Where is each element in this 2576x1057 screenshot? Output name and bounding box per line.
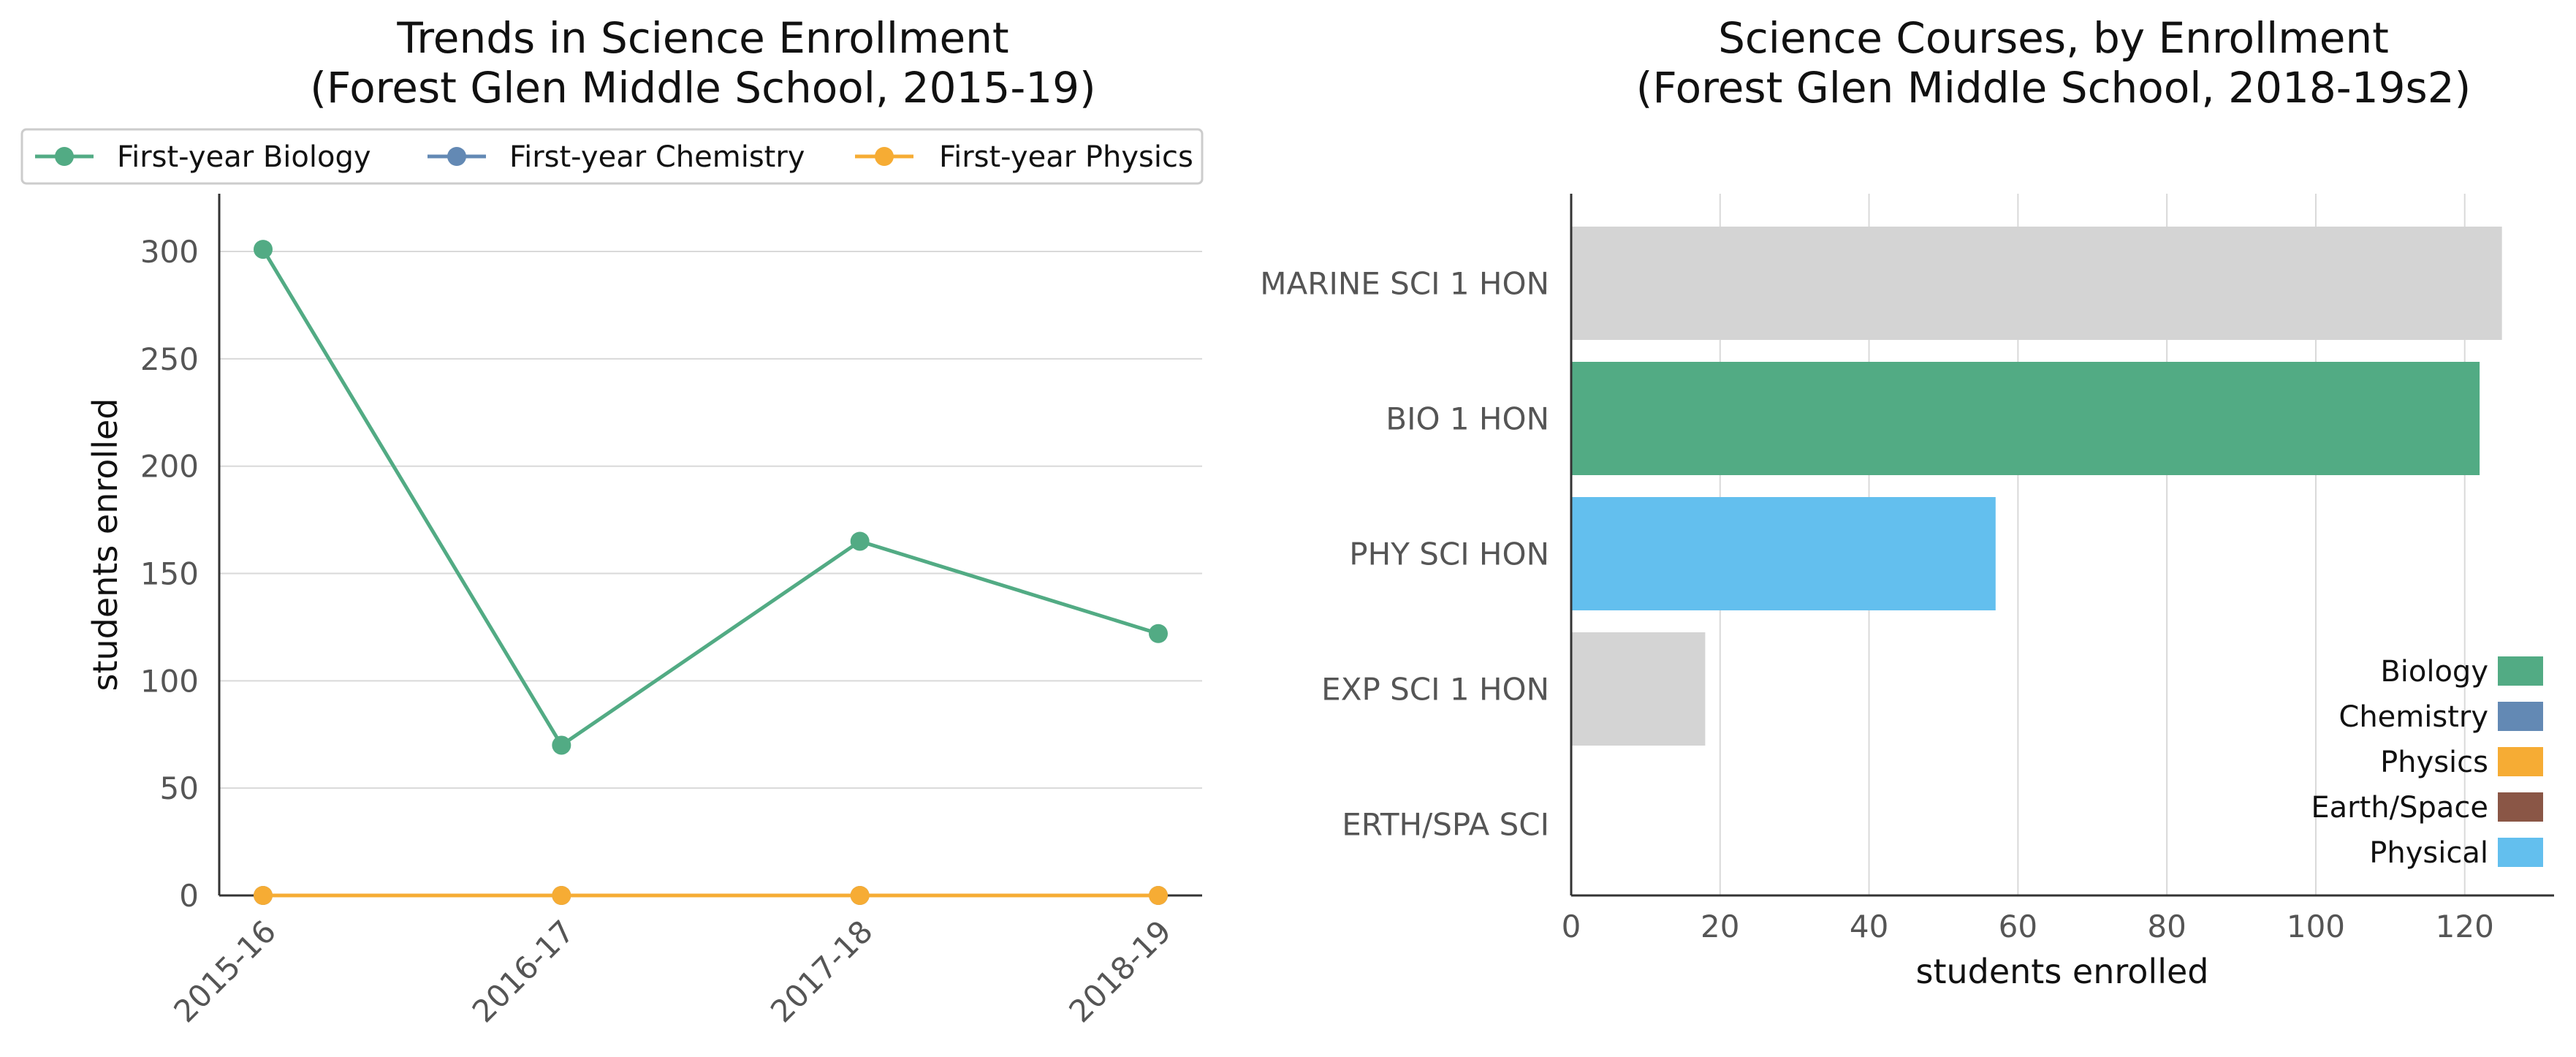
series-line: [261, 248, 1159, 749]
x-tick-label: 40: [1850, 909, 1888, 944]
legend-label: Earth/Space: [2311, 791, 2488, 825]
legend-swatch: [2498, 702, 2543, 731]
data-point: [552, 735, 571, 755]
y-tick-label: 0: [179, 878, 199, 914]
category-label: EXP SCI 1 HON: [1321, 672, 1549, 708]
y-tick-label: 50: [160, 770, 199, 806]
data-point: [254, 886, 273, 905]
x-tick-label: 2016-17: [466, 913, 582, 1029]
legend-label: Chemistry: [2338, 700, 2488, 734]
legend-label: First-year Physics: [939, 140, 1193, 174]
legend-swatch: [2498, 747, 2543, 776]
data-point: [254, 240, 273, 259]
title-line: Science Courses, by Enrollment: [1718, 13, 2389, 63]
legend: Biology Chemistry Physics Earth/Space Physic…: [2311, 655, 2543, 870]
y-tick-label: 200: [140, 449, 199, 485]
title-line: Trends in Science Enrollment: [396, 13, 1008, 63]
legend-marker: [447, 147, 466, 166]
line-chart: Trends in Science Enrollment (Forest Glen…: [20, 13, 1204, 1029]
legend: First-year Biology First-year Chemistry Fi…: [20, 128, 1204, 185]
category-label: BIO 1 HON: [1386, 401, 1549, 437]
legend-label: Biology: [2380, 655, 2488, 689]
bar: [1571, 227, 2502, 340]
title-line: (Forest Glen Middle School, 2018-19s2): [1636, 63, 2471, 113]
data-point: [850, 886, 870, 905]
x-tick-label: 120: [2436, 909, 2494, 944]
y-tick-label: 150: [140, 556, 199, 592]
y-axis-label: students enrolled: [86, 398, 125, 692]
legend-marker: [875, 147, 894, 166]
x-axis-label: students enrolled: [1916, 952, 2209, 991]
x-tick-label: 2017-18: [764, 913, 880, 1029]
chart-title: Trends in Science Enrollment (Forest Glen…: [310, 13, 1095, 113]
x-tick-label: 0: [1562, 909, 1581, 944]
legend-swatch: [2498, 656, 2543, 686]
x-tick-label: 2018-19: [1062, 913, 1178, 1029]
x-tick-label: 2015-16: [167, 913, 283, 1029]
category-label: ERTH/SPA SCI: [1342, 807, 1549, 843]
legend-marker: [55, 147, 74, 166]
legend-label: First-year Biology: [117, 140, 371, 174]
legend-label: First-year Chemistry: [509, 140, 805, 174]
legend-frame: [20, 128, 1204, 185]
chart-title: Science Courses, by Enrollment (Forest Gl…: [1636, 13, 2471, 113]
x-tick-label: 80: [2147, 909, 2186, 944]
legend-label: Physical: [2369, 836, 2488, 870]
legend-label: Physics: [2380, 746, 2488, 779]
y-tick-label: 300: [140, 234, 199, 270]
bar: [1571, 362, 2480, 475]
x-tick-label: 100: [2287, 909, 2345, 944]
bar: [1571, 632, 1706, 746]
data-point: [552, 886, 571, 905]
bar: [1571, 497, 1996, 610]
legend-swatch: [2498, 838, 2543, 867]
category-label: PHY SCI HON: [1349, 537, 1549, 572]
data-point: [1149, 886, 1168, 905]
y-tick-label: 100: [140, 663, 199, 699]
legend-swatch: [2498, 792, 2543, 822]
category-label: MARINE SCI 1 HON: [1260, 266, 1549, 302]
y-tick-label: 250: [140, 341, 199, 377]
x-tick-label: 60: [1999, 909, 2037, 944]
title-line: (Forest Glen Middle School, 2015-19): [310, 63, 1095, 113]
bar-chart: Science Courses, by Enrollment (Forest Gl…: [1260, 13, 2554, 991]
data-point: [1149, 624, 1168, 643]
data-point: [850, 531, 870, 551]
x-tick-label: 20: [1701, 909, 1739, 944]
